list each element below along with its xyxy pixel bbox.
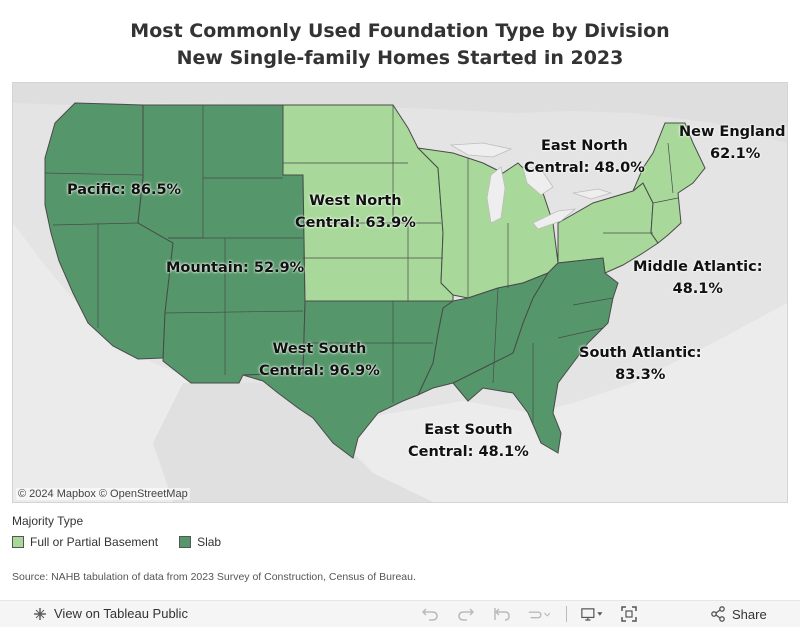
toolbar-separator bbox=[566, 606, 567, 622]
region-new-england[interactable] bbox=[632, 122, 706, 244]
legend-item-slab[interactable]: Slab bbox=[179, 535, 221, 549]
redo-icon[interactable] bbox=[454, 605, 478, 623]
legend-item-basement[interactable]: Full or Partial Basement bbox=[12, 535, 158, 549]
label-new-england: New England: 62.1% bbox=[679, 124, 788, 162]
lake-erie bbox=[532, 208, 577, 230]
legend-swatch-slab bbox=[179, 536, 192, 548]
source-note: Source: NAHB tabulation of data from 202… bbox=[12, 571, 416, 583]
label-south-atlantic: South Atlantic: 83.3% bbox=[579, 345, 702, 383]
download-icon[interactable] bbox=[581, 605, 605, 623]
legend-swatch-basement bbox=[12, 536, 24, 548]
tableau-toolbar: View on Tableau Public Share bbox=[0, 600, 800, 627]
legend-label-basement: Full or Partial Basement bbox=[30, 535, 159, 549]
division-map[interactable]: Pacific: 86.5% Mountain: 52.9% West Nort… bbox=[12, 82, 788, 503]
undo-icon[interactable] bbox=[418, 605, 442, 623]
title-line-1: Most Commonly Used Foundation Type by Di… bbox=[130, 20, 670, 42]
lake-superior bbox=[449, 142, 513, 158]
view-on-tableau-link[interactable]: View on Tableau Public bbox=[33, 606, 188, 621]
share-label: Share bbox=[732, 606, 767, 622]
dashboard-title: Most Commonly Used Foundation Type by Di… bbox=[0, 18, 800, 72]
label-pacific: Pacific: 86.5% bbox=[67, 182, 182, 198]
title-line-2: New Single-family Homes Started in 2023 bbox=[176, 47, 624, 69]
label-west-north-central: West North Central: 63.9% bbox=[295, 193, 416, 231]
legend-title: Majority Type bbox=[12, 514, 84, 528]
label-east-north-central: East North Central: 48.0% bbox=[524, 138, 645, 176]
label-east-south-central: East South Central: 48.1% bbox=[408, 422, 529, 460]
label-west-south-central: West South Central: 96.9% bbox=[259, 341, 380, 379]
lake-huron bbox=[522, 166, 554, 196]
canada-land bbox=[13, 83, 787, 143]
revert-icon[interactable] bbox=[490, 605, 514, 623]
share-icon bbox=[711, 606, 725, 622]
map-attribution[interactable]: © 2024 Mapbox © OpenStreetMap bbox=[16, 488, 190, 500]
lake-michigan bbox=[486, 166, 506, 224]
label-mountain: Mountain: 52.9% bbox=[166, 260, 305, 276]
lake-ontario bbox=[572, 188, 613, 200]
share-button[interactable]: Share bbox=[710, 606, 767, 622]
region-west-south-central[interactable] bbox=[242, 300, 455, 459]
tableau-logo-icon bbox=[34, 607, 46, 620]
view-on-tableau-label: View on Tableau Public bbox=[54, 606, 188, 621]
us-map-svg[interactable] bbox=[13, 83, 787, 502]
legend: Majority Type Full or Partial Basement S… bbox=[12, 514, 221, 549]
legend-label-slab: Slab bbox=[197, 535, 222, 549]
state-borders bbox=[44, 105, 679, 423]
mexico-land bbox=[153, 383, 433, 502]
label-middle-atlantic: Middle Atlantic: 48.1% bbox=[633, 259, 763, 297]
gulf-atlantic-water bbox=[343, 303, 787, 502]
refresh-icon[interactable] bbox=[526, 605, 550, 623]
fullscreen-icon[interactable] bbox=[617, 605, 641, 623]
